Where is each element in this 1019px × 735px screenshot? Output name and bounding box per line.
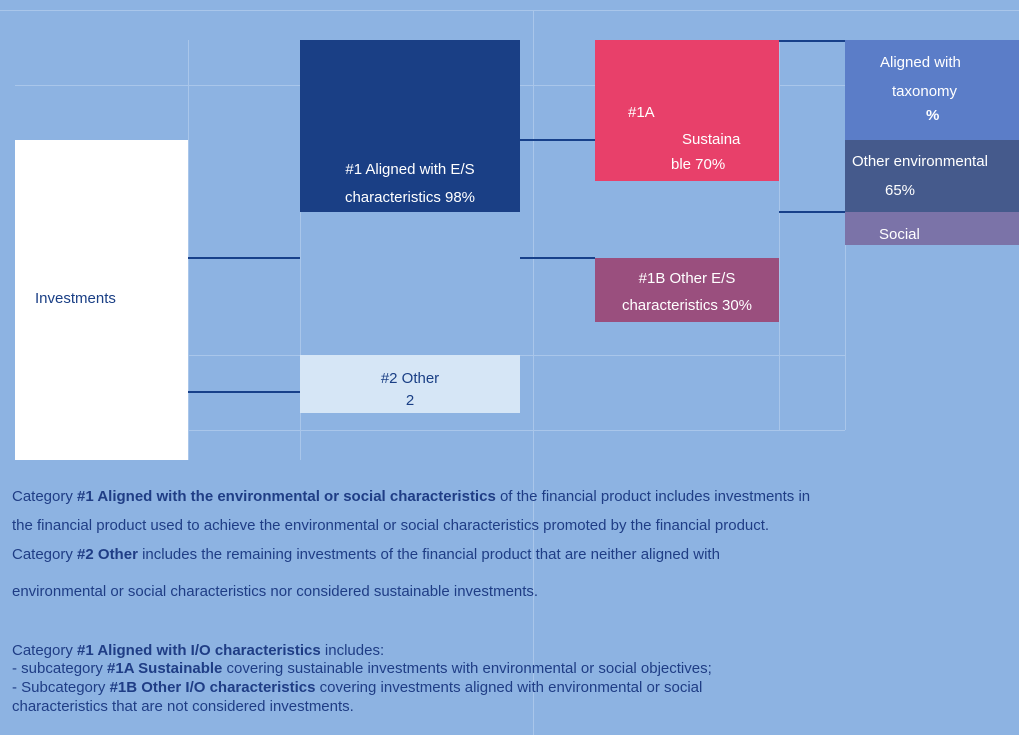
label: taxonomy <box>892 83 958 100</box>
other-environmental-box: Other environmental 65% <box>845 140 1019 212</box>
bold-text: #2 Other <box>77 546 138 563</box>
taxonomy-box: Aligned with taxonomy % <box>845 40 1019 140</box>
text: includes the remaining investments of th… <box>137 546 720 563</box>
text: the financial product used to achieve th… <box>12 517 770 534</box>
connector <box>520 139 595 141</box>
note-line: - subcategory #1A Sustainable covering s… <box>12 660 712 677</box>
label: Investments <box>35 290 116 307</box>
connector <box>188 257 300 259</box>
text: Category <box>12 642 78 659</box>
text: characteristics that are not considered … <box>12 698 354 715</box>
text: - subcategory <box>12 660 108 677</box>
text: Category <box>12 488 78 505</box>
label: Aligned with <box>880 54 961 71</box>
connector <box>779 211 845 213</box>
bold-text: #1 Aligned with I/O characteristics <box>77 642 321 659</box>
text: environmental or social characteristics … <box>12 583 539 600</box>
label: 2 <box>405 392 415 409</box>
investments-box: Investments <box>15 140 188 460</box>
note-line: Category #1 Aligned with I/O characteris… <box>12 642 384 659</box>
text: of the financial product includes invest… <box>495 488 811 505</box>
connector <box>779 40 845 42</box>
bold-text: #1B Other I/O characteristics <box>109 679 316 696</box>
connector <box>188 391 300 393</box>
grid-line <box>0 10 1019 11</box>
note-line: the financial product used to achieve th… <box>12 517 769 534</box>
label: Other environmental <box>852 153 988 170</box>
label: #1 Aligned with E/S <box>345 161 475 178</box>
text: Category <box>12 546 78 563</box>
note-line: Category #2 Other includes the remaining… <box>12 546 720 563</box>
grid-line <box>779 40 780 430</box>
grid-line <box>188 40 189 460</box>
text: - Subcategory <box>12 679 110 696</box>
label: #1B Other E/S <box>638 270 736 287</box>
label: % <box>926 107 940 124</box>
label: ble 70% <box>671 156 726 173</box>
bold-text: #1 Aligned with the environmental or soc… <box>77 488 496 505</box>
label: 65% <box>885 182 916 199</box>
note-line: - Subcategory #1B Other I/O characterist… <box>12 679 702 696</box>
grid-line <box>188 430 845 431</box>
note-line: environmental or social characteristics … <box>12 583 538 600</box>
label: #1A <box>628 104 655 121</box>
label: characteristics 98% <box>344 189 476 206</box>
bold-text: #1A Sustainable <box>107 660 223 677</box>
other-es-box: #1B Other E/S characteristics 30% <box>595 258 779 322</box>
label: Sustaina <box>682 131 741 148</box>
note-line: characteristics that are not considered … <box>12 698 354 715</box>
text: includes: <box>320 642 385 659</box>
sustainable-box: #1A Sustaina ble 70% <box>595 40 779 181</box>
connector <box>520 257 595 259</box>
aligned-box: #1 Aligned with E/S characteristics 98% <box>300 40 520 212</box>
text: covering sustainable investments with en… <box>222 660 712 677</box>
label: characteristics 30% <box>621 297 753 314</box>
note-line: Category #1 Aligned with the environment… <box>12 488 810 505</box>
label: Social <box>879 226 920 243</box>
grid-line <box>533 10 534 735</box>
other-box: #2 Other 2 <box>300 355 520 413</box>
label: #2 Other <box>380 370 440 387</box>
grid-line <box>300 40 301 460</box>
social-box: Social <box>845 212 1019 245</box>
text: covering investments aligned with enviro… <box>315 679 703 696</box>
